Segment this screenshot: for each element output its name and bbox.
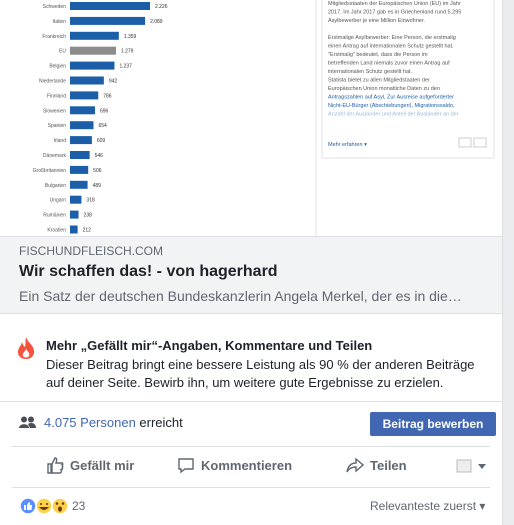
panel-link: Antragszahlen auf Asyl, Zur Ausreise auf…	[328, 95, 454, 101]
category-label: Italien	[53, 19, 67, 25]
bar	[70, 91, 99, 100]
panel-text: Mitgliedsstaaten der Europäischen Union …	[328, 1, 461, 7]
link-title: Wir schaffen das! - von hagerhard	[19, 263, 278, 280]
link-info[interactable]: FISCHUNDFLEISCH.COM Wir schaffen das! - …	[0, 236, 502, 314]
bar	[70, 61, 115, 70]
bar	[70, 16, 146, 25]
value-label: 318	[86, 198, 95, 204]
separator	[12, 487, 490, 488]
bar	[70, 225, 78, 234]
insight-text: Dieser Beitrag bringt eine bessere Leist…	[46, 357, 475, 390]
panel-text: internationalen Schutz gestellt hat.	[328, 69, 413, 75]
comment-icon	[178, 458, 194, 474]
value-label: 1.237	[119, 64, 132, 70]
category-label: Großbritannien	[33, 168, 67, 174]
link-description: Ein Satz der deutschen Bundeskanzlerin A…	[19, 288, 462, 304]
value-label: 942	[109, 79, 118, 85]
separator	[12, 446, 490, 447]
category-label: Kroatien	[47, 228, 66, 234]
page-selector[interactable]	[456, 459, 490, 473]
value-label: 786	[103, 93, 112, 99]
bar	[70, 121, 94, 130]
link-domain: FISCHUNDFLEISCH.COM	[19, 244, 164, 258]
bar	[70, 2, 150, 10]
value-label: 489	[93, 183, 102, 189]
panel-link: Nicht-EU-Bürger (Abschiebungen), Migrati…	[328, 103, 455, 109]
value-label: 238	[84, 213, 93, 219]
sort-selector[interactable]: Relevanteste zuerst ▾	[370, 499, 486, 513]
reaction-count[interactable]: 23	[72, 499, 86, 513]
category-label: Finnland	[47, 93, 66, 99]
panel-text: Statista bietet zu allen Mitgliedstaaten…	[328, 78, 430, 84]
panel-text: 2017. Im Jahr 2017 gab es in Griechenlan…	[328, 10, 461, 16]
info-panel	[321, 0, 495, 159]
reach-count[interactable]: 4.075 Personen	[44, 415, 136, 430]
panel-text: betreffenden Land niemals zuvor einen An…	[328, 61, 450, 67]
bar	[70, 136, 92, 145]
value-label: 2.226	[155, 4, 168, 10]
category-label: Schweden	[43, 4, 67, 10]
bar	[70, 76, 104, 85]
separator	[0, 401, 502, 402]
panel-button	[458, 137, 472, 148]
more-link[interactable]: Mehr erfahren ▾	[328, 142, 367, 148]
value-label: 546	[95, 153, 104, 159]
category-label: Rumänien	[43, 213, 66, 219]
value-label: 696	[100, 108, 109, 114]
link-preview-image[interactable]: Schweden 2.226 Italien 2.089 Frankreich 1.359…	[0, 0, 502, 237]
panel-text: Erstmalige Asylbewerber: Eine Person, di…	[328, 35, 456, 41]
comment-button[interactable]: Kommentieren	[177, 456, 292, 474]
value-label: 506	[93, 168, 102, 174]
panel-text: Asylbewerber je eine Million Einwohner.	[328, 18, 425, 24]
bar	[70, 31, 119, 40]
value-label: 1.279	[121, 49, 134, 55]
bar	[70, 151, 90, 159]
panel-button	[473, 137, 487, 148]
panel-text: einen Antrag auf internationalen Schutz …	[328, 44, 454, 50]
category-label: Spanien	[48, 123, 67, 129]
panel-text: Europäischen Union monatliche Daten zu d…	[328, 86, 440, 92]
like-button[interactable]: Gefällt mir	[46, 456, 134, 474]
bar	[70, 180, 88, 189]
reach-suffix: erreicht	[139, 415, 183, 430]
share-icon	[346, 457, 364, 473]
category-label: Ungarn	[50, 198, 67, 204]
insight-title: Mehr „Gefällt mir“-Angaben, Kommentare u…	[46, 338, 373, 353]
flame-icon	[18, 337, 35, 359]
bar	[70, 165, 89, 174]
value-label: 212	[83, 228, 92, 234]
value-label: 609	[97, 138, 106, 144]
bar	[70, 46, 116, 55]
category-label: Slowenien	[43, 108, 66, 114]
post-card: Schweden 2.226 Italien 2.089 Frankreich 1.359…	[0, 0, 503, 525]
boost-button[interactable]: Beitrag bewerben	[370, 412, 496, 436]
comment-label: Kommentieren	[201, 457, 293, 473]
value-label: 654	[99, 123, 108, 129]
category-label: Bulgarien	[45, 183, 66, 189]
value-label: 2.089	[150, 19, 163, 25]
reaction-icons	[19, 497, 69, 515]
value-label: 1.359	[124, 34, 137, 40]
share-button[interactable]: Teilen	[346, 456, 407, 474]
reach-row: 4.075 Personen erreicht	[44, 415, 183, 430]
category-label: Frankreich	[42, 34, 66, 40]
people-icon	[19, 416, 36, 428]
like-label: Gefällt mir	[70, 457, 135, 473]
category-label: EU	[59, 49, 66, 55]
bar	[70, 210, 79, 219]
category-label: Dänemark	[43, 153, 67, 159]
panel-text: "Erstmalig" bedeutet, dass die Person im	[328, 52, 428, 58]
panel-link: Anzahl der Ausländer und Anteil der Ausl…	[328, 112, 459, 118]
share-label: Teilen	[370, 457, 407, 473]
category-label: Belgien	[49, 64, 66, 70]
like-icon	[47, 457, 64, 474]
category-label: Irland	[53, 138, 66, 144]
bar	[70, 195, 82, 204]
bar	[70, 106, 96, 115]
category-label: Niederlande	[39, 79, 66, 85]
